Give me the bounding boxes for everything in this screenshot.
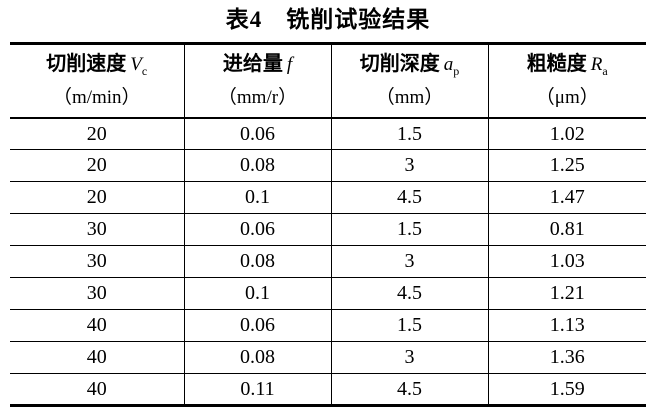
cell-roughness: 1.36 (487, 341, 646, 375)
cell-feed-rate: 0.08 (183, 149, 331, 183)
cell-roughness: 1.21 (487, 277, 646, 311)
header-label: 切削深度 ap (334, 51, 486, 85)
cell-cutting-depth: 4.5 (330, 373, 488, 406)
table-row: 20 0.08 3 1.25 (10, 149, 646, 183)
table-header: 切削速度 Vc （m/min） 进给量 f （mm/r） 切削深度 ap （mm） 粗… (10, 43, 646, 119)
cell-cutting-depth: 3 (330, 341, 488, 375)
cell-feed-rate: 0.1 (183, 181, 331, 215)
cell-cutting-depth: 3 (330, 149, 488, 183)
header-symbol: f (286, 54, 293, 75)
cell-feed-rate: 0.08 (183, 245, 331, 279)
cell-cutting-depth: 3 (330, 245, 488, 279)
cell-feed-rate: 0.08 (183, 341, 331, 375)
cell-cutting-speed: 20 (10, 149, 184, 183)
table-row: 40 0.06 1.5 1.13 (10, 309, 646, 343)
header-unit: （mm） (375, 86, 444, 108)
cell-feed-rate: 0.06 (183, 117, 331, 151)
header-unit: （m/min） (52, 86, 141, 108)
table-title: 表4 铣削试验结果 (225, 7, 431, 32)
cell-cutting-speed: 40 (86, 377, 107, 400)
cell-cutting-speed: 40 (10, 309, 184, 343)
cell-feed-rate: 0.06 (183, 213, 331, 247)
cell-roughness: 1.13 (487, 309, 646, 343)
table-row: 30 0.1 4.5 1.21 (10, 277, 646, 311)
cell-cutting-speed: 30 (10, 245, 184, 279)
cell-roughness: 0.81 (487, 213, 646, 247)
cell-cutting-speed: 20 (10, 117, 184, 151)
header-symbol: Ra (590, 54, 608, 78)
column-header-roughness: 粗糙度 Ra （μm） (487, 43, 646, 119)
header-label: 粗糙度 Ra (491, 51, 645, 85)
cell-roughness: 1.03 (487, 245, 646, 279)
table-row: 40 0.11 4.5 1.59 (10, 373, 646, 406)
cell-feed-rate: 0.1 (183, 277, 331, 311)
header-symbol: Vc (130, 54, 148, 78)
cell-cutting-depth: 1.5 (330, 213, 488, 247)
cell-roughness: 1.02 (487, 117, 646, 151)
header-unit: （μm） (535, 86, 599, 108)
table-body: 20 0.06 1.5 1.02 20 0.08 3 1.25 20 0.1 4… (10, 117, 646, 406)
cell-cutting-speed: 20 (10, 181, 184, 215)
cell-cutting-depth: 4.5 (330, 277, 488, 311)
cell-cutting-depth: 1.5 (330, 309, 488, 343)
cell-feed-rate: 0.06 (183, 309, 331, 343)
cell-cutting-depth: 1.5 (330, 117, 488, 151)
cell-roughness: 1.47 (487, 181, 646, 215)
results-table: 切削速度 Vc （m/min） 进给量 f （mm/r） 切削深度 ap （mm） 粗… (10, 42, 646, 408)
header-name: 切削深度 (359, 53, 440, 75)
column-header-feed-rate: 进给量 f （mm/r） (183, 43, 331, 119)
cell-feed-rate: 0.11 (183, 373, 331, 406)
table-row: 30 0.06 1.5 0.81 (10, 213, 646, 247)
table-row: 30 0.08 3 1.03 (10, 245, 646, 279)
table-row: 40 0.08 3 1.36 (10, 341, 646, 375)
cell-cutting-speed: 30 (10, 213, 184, 247)
header-symbol: ap (443, 54, 460, 78)
cell-cutting-speed: 30 (10, 277, 184, 311)
header-name: 进给量 (222, 53, 283, 75)
header-label: 切削速度 Vc (12, 51, 182, 85)
cell-roughness: 1.25 (487, 149, 646, 183)
header-row: 切削速度 Vc （m/min） 进给量 f （mm/r） 切削深度 ap （mm） 粗… (10, 43, 646, 119)
header-label: 进给量 f (187, 51, 329, 85)
header-unit: （mm/r） (217, 86, 298, 108)
column-header-cutting-speed: 切削速度 Vc （m/min） (10, 43, 184, 119)
table-row: 20 0.06 1.5 1.02 (10, 117, 646, 151)
header-name: 切削速度 (46, 53, 127, 75)
column-header-cutting-depth: 切削深度 ap （mm） (330, 43, 488, 119)
header-name: 粗糙度 (526, 53, 587, 75)
cell-roughness: 1.59 (487, 373, 646, 406)
cell-cutting-depth: 4.5 (330, 181, 488, 215)
cell-cutting-speed: 40 (10, 341, 184, 375)
table-row: 20 0.1 4.5 1.47 (10, 181, 646, 215)
